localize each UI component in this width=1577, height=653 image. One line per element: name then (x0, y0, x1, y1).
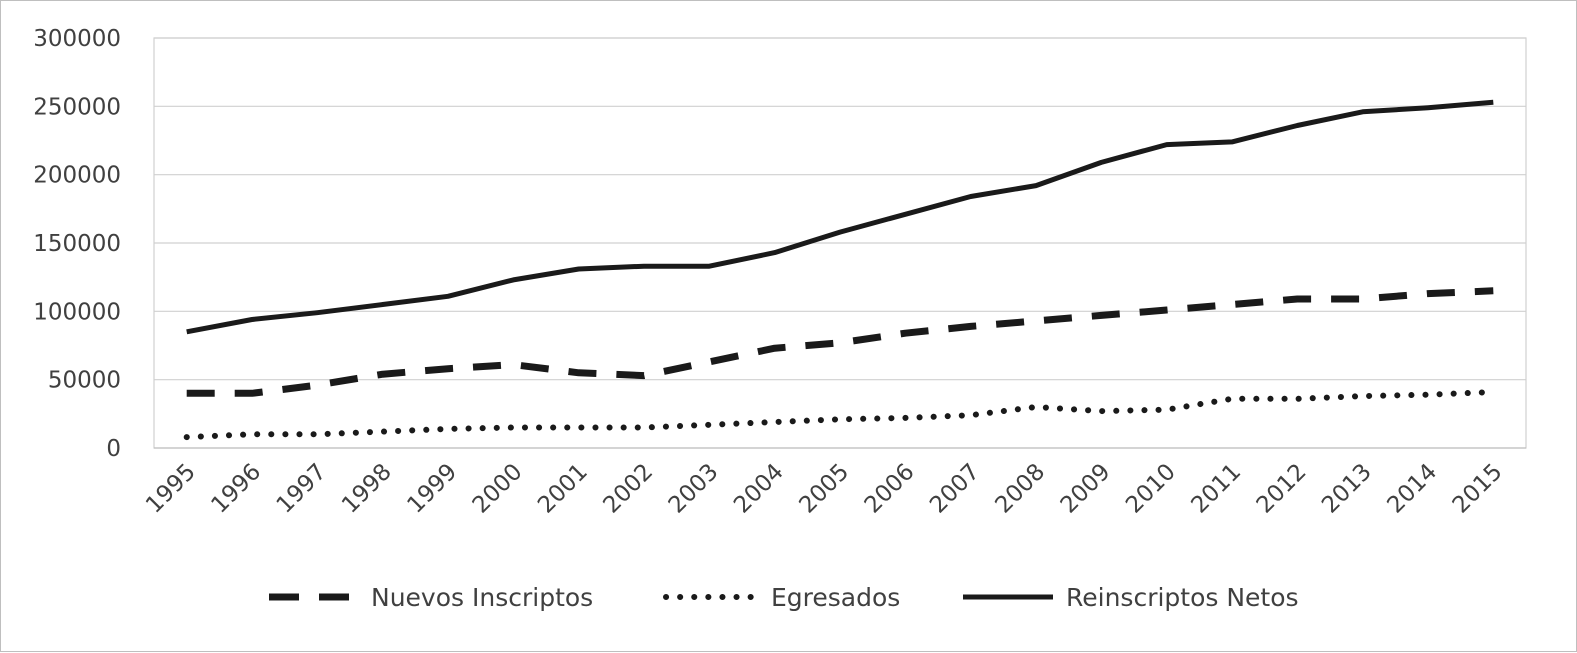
x-tick-label: 2006 (860, 459, 920, 519)
series-line-nuevos-inscriptos (186, 287, 1494, 397)
y-tick-label: 200000 (33, 163, 121, 189)
legend-label-nuevos-inscriptos: Nuevos Inscriptos (371, 583, 593, 612)
x-tick-label: 2003 (664, 459, 724, 519)
x-tick-label: 2002 (598, 459, 658, 519)
legend-label-egresados: Egresados (771, 583, 900, 612)
x-tick-label: 1999 (402, 459, 462, 519)
x-tick-label: 2011 (1186, 459, 1246, 519)
x-tick-label: 2012 (1252, 459, 1312, 519)
y-tick-label: 100000 (33, 299, 121, 325)
x-tick-label: 2005 (794, 459, 854, 519)
x-tick-label: 2015 (1448, 459, 1508, 519)
x-tick-label: 2010 (1121, 459, 1181, 519)
y-tick-label: 300000 (33, 26, 121, 52)
x-tick-label: 2004 (729, 459, 789, 519)
x-tick-label: 1996 (206, 459, 266, 519)
x-tick-label: 2009 (1056, 459, 1116, 519)
series-line-reinscriptos-netos (186, 99, 1494, 335)
x-tick-label: 2007 (925, 459, 985, 519)
y-tick-label: 0 (106, 436, 121, 462)
x-tick-label: 1995 (141, 459, 201, 519)
gridlines (153, 37, 1527, 449)
x-tick-label: 2001 (533, 459, 593, 519)
x-tick-label: 1998 (337, 459, 397, 519)
y-tick-label: 150000 (33, 231, 121, 257)
legend: Nuevos Inscriptos Egresados Reinscriptos N… (269, 583, 1299, 612)
x-tick-label: 1997 (272, 459, 332, 519)
y-tick-label: 250000 (33, 94, 121, 120)
y-axis-tick-labels: 0 50000 100000 150000 200000 250000 300000 (33, 26, 121, 462)
x-tick-label: 2008 (990, 459, 1050, 519)
y-tick-label: 50000 (48, 368, 121, 394)
x-tick-label: 2013 (1317, 459, 1377, 519)
x-axis-tick-labels: 1995 1996 1997 1998 1999 2000 2001 2002 2003 2004… (141, 459, 1507, 519)
series-lines (183, 99, 1497, 441)
x-tick-label: 2014 (1382, 459, 1442, 519)
x-tick-label: 2000 (468, 459, 528, 519)
legend-label-reinscriptos-netos: Reinscriptos Netos (1066, 583, 1299, 612)
